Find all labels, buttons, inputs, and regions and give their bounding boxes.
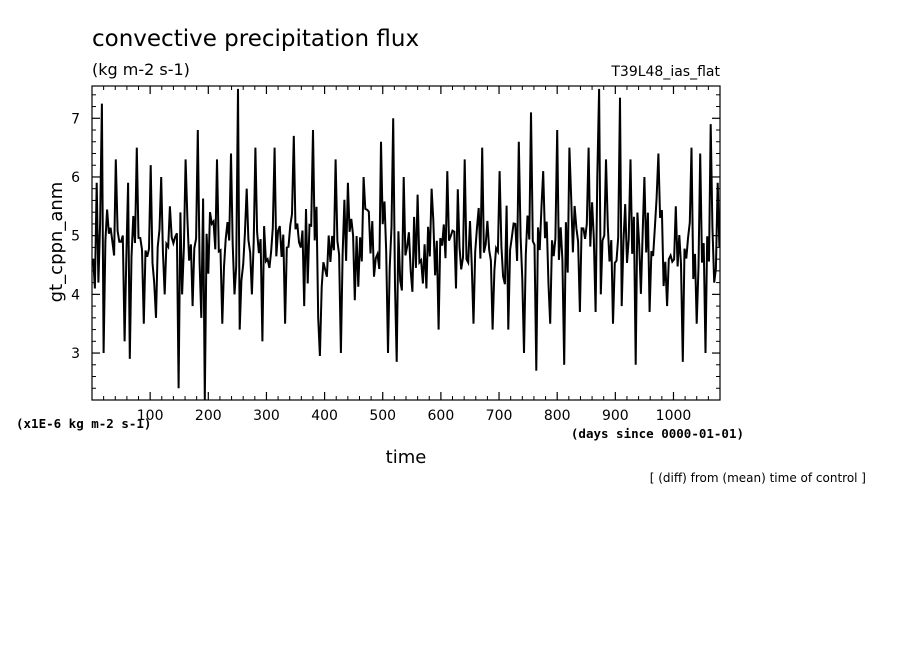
x-tick-label: 400 <box>311 408 338 424</box>
x-tick-label: 300 <box>253 408 280 424</box>
y-tick-label: 5 <box>71 229 80 245</box>
y-tick-label: 4 <box>71 287 80 303</box>
x-axis-label: time <box>386 447 427 468</box>
tick-layer: 100 200 300 400 500 600 700 800 900 1000 3 4 5 6 7 <box>71 86 720 424</box>
chart-title: convective precipitation flux <box>92 26 419 52</box>
x-tick-label: 1000 <box>656 408 692 424</box>
x-tick-label: 500 <box>369 408 396 424</box>
x-units-note: (days since 0000-01-01) <box>571 426 744 441</box>
y-tick-label: 6 <box>71 170 80 186</box>
x-tick-label: 700 <box>486 408 513 424</box>
y-axis-label: gt_cppn_anm <box>46 182 67 303</box>
series-layer <box>92 88 721 401</box>
y-tick-label: 3 <box>71 346 80 362</box>
y-tick-label: 7 <box>71 111 80 127</box>
x-tick-label: 800 <box>544 408 571 424</box>
y-scale-note: (x1E-6 kg m-2 s-1) <box>16 416 151 431</box>
x-tick-label: 200 <box>195 408 222 424</box>
series-line-gt-cppn-anm <box>92 88 721 401</box>
chart-units: (kg m-2 s-1) <box>92 60 190 79</box>
footnote: [ (diff) from (mean) time of control ] <box>650 471 866 485</box>
x-tick-label: 900 <box>602 408 629 424</box>
x-tick-label: 100 <box>137 408 164 424</box>
run-label: T39L48_ias_flat <box>610 64 720 80</box>
plot-frame <box>91 85 721 401</box>
x-tick-label: 600 <box>428 408 455 424</box>
